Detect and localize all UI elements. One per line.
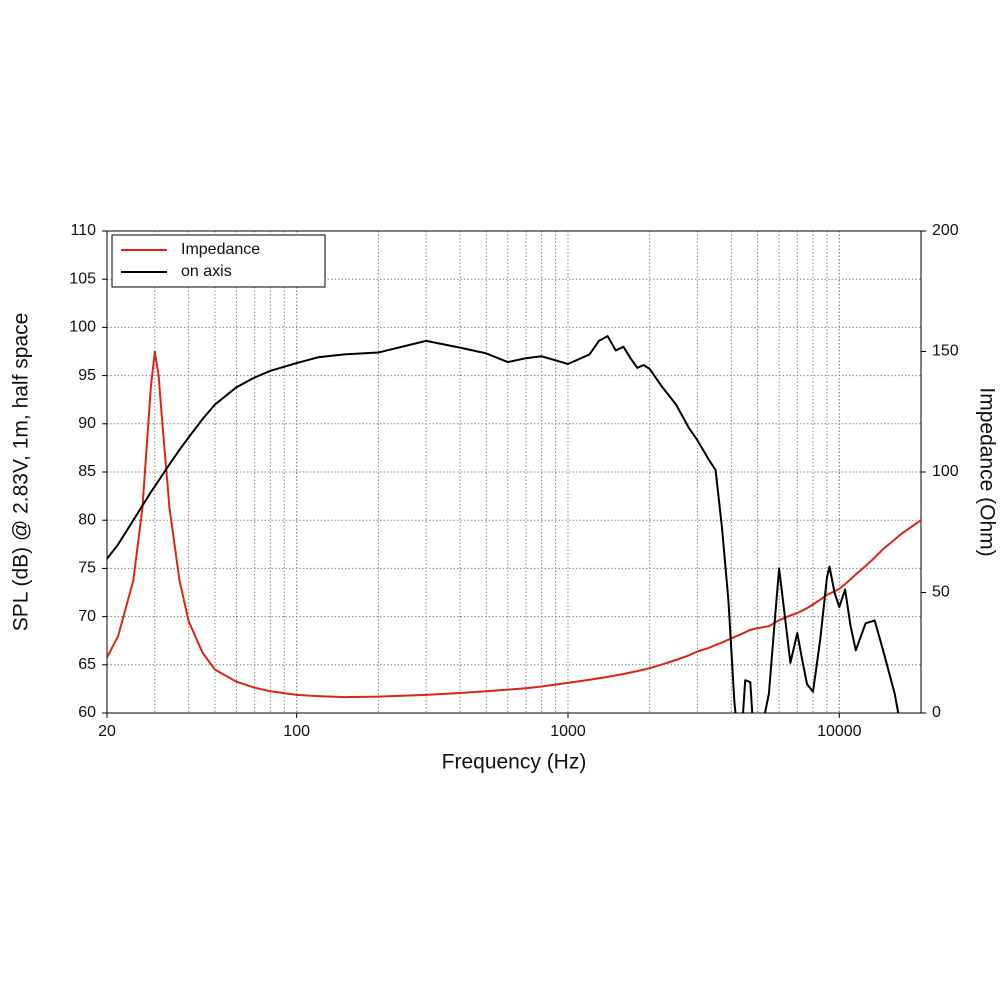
x-tick-label: 100 — [283, 723, 310, 740]
y2-tick-label: 200 — [932, 222, 959, 239]
x-axis-label: Frequency (Hz) — [442, 751, 587, 774]
legend-box — [111, 234, 326, 288]
y-tick-label: 75 — [78, 560, 96, 577]
y-tick-label: 70 — [78, 608, 96, 625]
y-tick-label: 90 — [78, 415, 96, 432]
y2-tick-label: 50 — [932, 584, 950, 601]
y-axis-label: SPL (dB) @ 2.83V, 1m, half space — [10, 313, 33, 632]
y-tick-label: 110 — [70, 222, 96, 239]
legend-label: Impedance — [181, 241, 260, 258]
legend-label: on axis — [181, 263, 232, 280]
y-tick-label: 100 — [69, 319, 96, 336]
y2-axis-label: Impedance (Ohm) — [975, 387, 998, 556]
y-tick-label: 95 — [78, 367, 96, 384]
plot-frame — [106, 230, 922, 714]
series-line — [107, 350, 921, 699]
y-tick-label: 85 — [78, 463, 96, 480]
y-tick-label: 80 — [78, 511, 96, 528]
x-tick-label: 10000 — [817, 723, 862, 740]
y-tick-label: 65 — [78, 656, 96, 673]
y-tick-label: 60 — [78, 704, 96, 721]
x-tick-label: 1000 — [550, 723, 586, 740]
plot-area — [107, 335, 921, 713]
y2-tick-label: 0 — [932, 704, 941, 721]
series-line — [107, 335, 900, 713]
y2-tick-label: 150 — [932, 343, 959, 360]
y-tick-label: 105 — [69, 270, 96, 287]
y2-tick-label: 100 — [932, 463, 959, 480]
x-tick-label: 20 — [98, 723, 116, 740]
